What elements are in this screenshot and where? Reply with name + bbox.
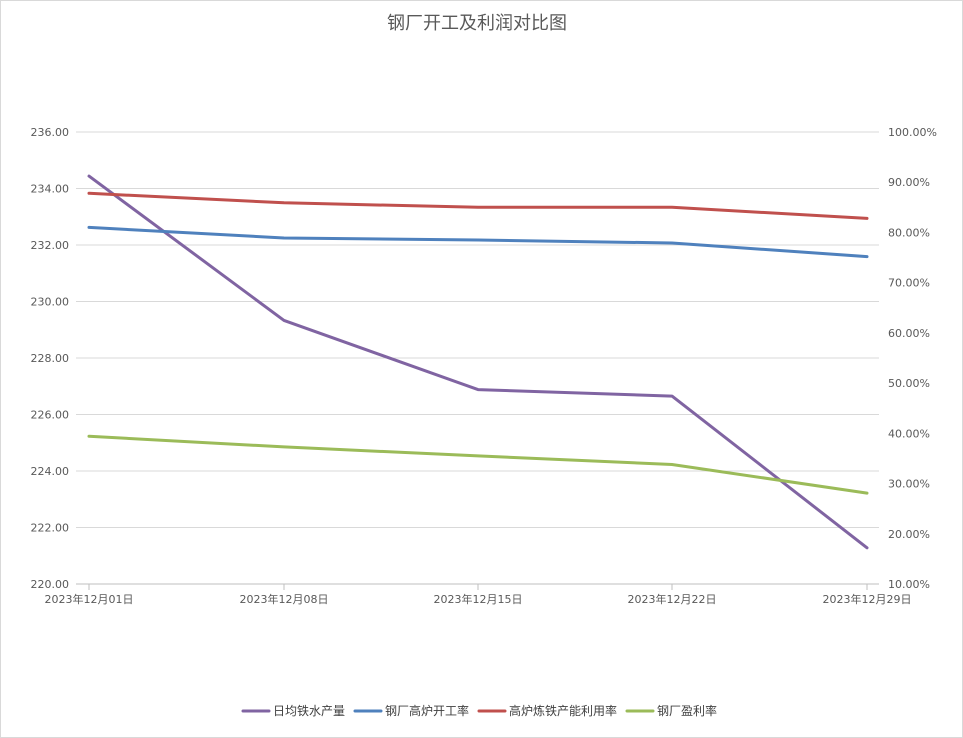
- y-left-tick-label: 228.00: [31, 352, 70, 365]
- y-left-tick-label: 232.00: [31, 239, 70, 252]
- x-tick-label: 2023年12月15日: [434, 592, 523, 606]
- y-right-tick-label: 80.00%: [888, 226, 930, 239]
- y-left-tick-label: 230.00: [31, 296, 70, 309]
- y-left-tick-label: 236.00: [31, 126, 70, 139]
- y-left-tick-label: 234.00: [31, 183, 70, 196]
- y-right-tick-label: 10.00%: [888, 578, 930, 591]
- legend: 日均铁水产量 钢厂高炉开工率 高炉炼铁产能利用率 钢厂盈利率: [241, 703, 717, 718]
- legend-label: 钢厂高炉开工率: [385, 703, 469, 718]
- y-right-tick-label: 90.00%: [888, 176, 930, 189]
- y-right-tick-label: 20.00%: [888, 528, 930, 541]
- series-line: [87, 225, 869, 259]
- x-tick-label: 2023年12月29日: [823, 592, 912, 606]
- series-line: [87, 191, 869, 220]
- x-tick-label: 2023年12月08日: [240, 592, 329, 606]
- x-tick-label: 2023年12月01日: [45, 592, 134, 606]
- y-right-tick-label: 30.00%: [888, 478, 930, 491]
- x-tick-label: 2023年12月22日: [628, 592, 717, 606]
- y-left-tick-label: 220.00: [31, 578, 70, 591]
- legend-label: 钢厂盈利率: [657, 703, 717, 718]
- y-right-tick-label: 60.00%: [888, 327, 930, 340]
- legend-label: 高炉炼铁产能利用率: [509, 703, 617, 718]
- y-right-tick-label: 50.00%: [888, 377, 930, 390]
- gridlines: [76, 131, 879, 585]
- y-left-tick-label: 226.00: [31, 409, 70, 422]
- legend-label: 日均铁水产量: [273, 704, 345, 718]
- y-left-tick-label: 222.00: [31, 522, 70, 535]
- chart-title: 钢厂开工及利润对比图: [387, 13, 567, 34]
- axes: 220.00 222.00 224.00 226.00 228.00 230.00 232.…: [31, 126, 937, 606]
- y-right-tick-label: 40.00%: [888, 427, 930, 440]
- series-lines: [87, 174, 869, 550]
- y-right-tick-label: 70.00%: [888, 277, 930, 290]
- y-left-tick-label: 224.00: [31, 465, 70, 478]
- series-line: [87, 434, 869, 495]
- series-line: [87, 174, 869, 550]
- y-right-tick-label: 100.00%: [888, 126, 937, 139]
